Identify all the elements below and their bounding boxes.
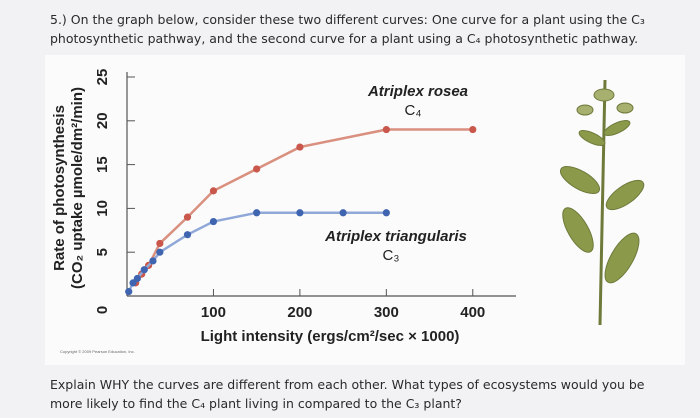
data-point bbox=[382, 125, 390, 134]
data-point bbox=[183, 213, 192, 221]
y-tick-label: 20 bbox=[94, 112, 111, 129]
x-axis-label: Light intensity (ergs/cm²/sec × 1000) bbox=[201, 328, 460, 345]
annotation-sub: C₄ bbox=[405, 102, 422, 119]
data-point bbox=[129, 279, 137, 287]
x-tick-label: 400 bbox=[460, 304, 485, 321]
data-point bbox=[183, 231, 192, 239]
x-tick-label: 100 bbox=[201, 304, 226, 321]
data-point bbox=[209, 217, 218, 226]
data-point bbox=[149, 257, 157, 265]
x-tick-label: 300 bbox=[374, 304, 399, 321]
y-tick-label: 15 bbox=[94, 156, 111, 173]
y-axis-label: Rate of photosynthesis bbox=[51, 105, 68, 271]
y-tick-label: 25 bbox=[94, 69, 111, 86]
data-point bbox=[296, 143, 304, 151]
data-point bbox=[253, 209, 261, 217]
annotation: Atriplex rosea bbox=[367, 83, 468, 100]
x-tick-label: 200 bbox=[287, 304, 312, 321]
y-tick-label: 10 bbox=[94, 200, 111, 217]
data-point bbox=[209, 187, 218, 195]
copyright: Copyright © 2009 Pearson Education, Inc. bbox=[60, 349, 135, 354]
data-point bbox=[469, 125, 477, 134]
data-point bbox=[133, 274, 141, 283]
data-point bbox=[140, 266, 148, 274]
data-point bbox=[125, 288, 133, 296]
data-point bbox=[339, 209, 347, 217]
data-point bbox=[382, 209, 390, 217]
data-point bbox=[253, 165, 261, 173]
annotation-sub: C₃ bbox=[383, 247, 400, 264]
question-header: 5.) On the graph below, consider these t… bbox=[50, 10, 645, 48]
question-line: Explain WHY the curves are different fro… bbox=[50, 377, 645, 392]
y-tick-label: 5 bbox=[94, 248, 111, 256]
y-tick-label: 0 bbox=[94, 306, 111, 314]
y-axis-label: (CO₂ uptake µmole/dm²/min) bbox=[69, 87, 86, 289]
question-line: more likely to find the C₄ plant living … bbox=[50, 396, 462, 411]
annotation: Atriplex triangularis bbox=[324, 228, 467, 245]
question-footer: Explain WHY the curves are different fro… bbox=[50, 375, 645, 413]
data-point bbox=[156, 239, 164, 248]
question-line: photosynthetic pathway, and the second c… bbox=[50, 31, 639, 46]
question-line: 5.) On the graph below, consider these t… bbox=[50, 12, 645, 27]
figure-background bbox=[45, 55, 685, 365]
data-point bbox=[156, 248, 164, 256]
data-point bbox=[296, 209, 304, 217]
plant-illustration bbox=[559, 79, 645, 326]
